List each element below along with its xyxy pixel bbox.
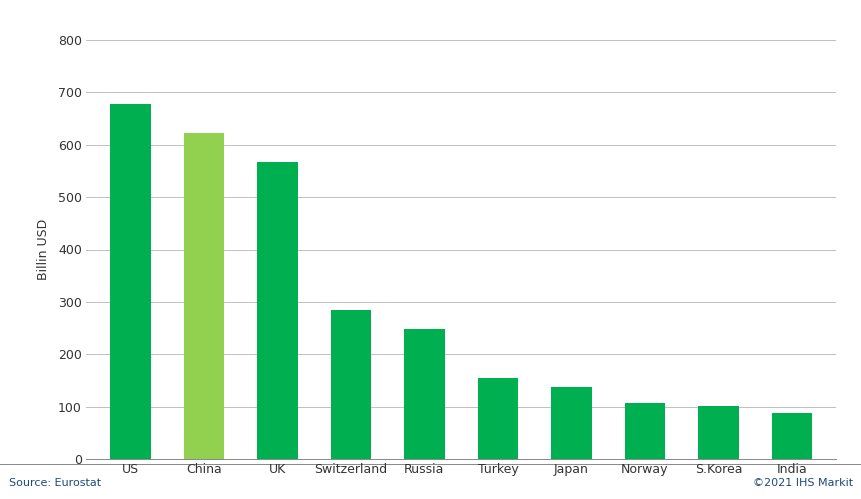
Text: Top-10 EU trade partners in 2019 by total trade (exports plus imports): Top-10 EU trade partners in 2019 by tota…: [9, 12, 613, 27]
Bar: [771, 413, 811, 459]
Y-axis label: Billin USD: Billin USD: [37, 219, 50, 280]
Bar: [477, 378, 517, 459]
Bar: [183, 133, 224, 459]
Bar: [550, 387, 591, 459]
Bar: [257, 162, 297, 459]
Bar: [697, 406, 738, 459]
Text: Source: Eurostat: Source: Eurostat: [9, 478, 101, 488]
Text: ©2021 IHS Markit: ©2021 IHS Markit: [753, 478, 852, 488]
Bar: [404, 329, 444, 459]
Bar: [331, 310, 371, 459]
Bar: [624, 403, 665, 459]
Bar: [110, 104, 151, 459]
